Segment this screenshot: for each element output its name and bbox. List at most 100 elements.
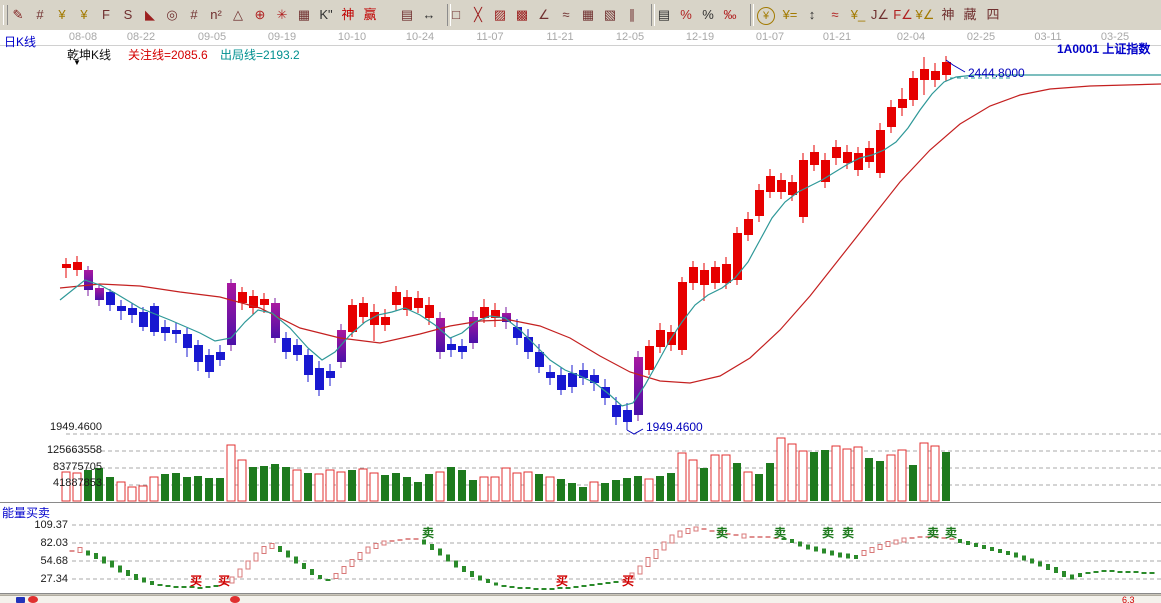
gold-seal-icon-2[interactable]: ¥ — [80, 7, 88, 22]
hook-tool-icon[interactable]: S — [123, 7, 133, 22]
money-flow-icon[interactable]: ↕ — [808, 7, 816, 22]
energy-candle-down — [126, 570, 130, 576]
angle-lines-icon[interactable]: ∠ — [538, 7, 550, 22]
date-label: 09-19 — [267, 31, 297, 43]
date-label: 02-04 — [896, 31, 926, 43]
triangle-ruler-icon[interactable]: △ — [233, 7, 243, 22]
pen-tool-icon[interactable]: ✎ — [12, 7, 24, 22]
energy-dash — [1101, 570, 1107, 572]
shaded-box-icon-2[interactable]: ▩ — [515, 7, 529, 22]
toolbar-grip[interactable] — [3, 5, 8, 25]
energy-candle-up — [373, 543, 379, 549]
candle-body — [205, 355, 214, 372]
axe-tool-icon[interactable]: ◣ — [145, 7, 155, 22]
annotation-pointer-line — [626, 428, 644, 435]
energy-candle-up — [861, 550, 867, 556]
energy-dash — [925, 536, 931, 538]
n-squared-icon[interactable]: n² — [210, 7, 222, 22]
period-label[interactable]: 日K线 — [4, 35, 37, 49]
energy-candle-down — [438, 548, 442, 556]
volume-bar — [743, 471, 753, 502]
crosshair-icon[interactable]: ⊕ — [254, 7, 266, 22]
shen-icon[interactable]: 神 — [341, 7, 355, 22]
gold-angle-icon[interactable]: ¥∠ — [915, 7, 935, 22]
energy-candle-up — [253, 552, 259, 562]
abacus-icon[interactable]: ▤ — [400, 7, 414, 22]
k-quote-icon[interactable]: K" — [319, 7, 333, 22]
win-icon[interactable]: 赢 — [363, 7, 377, 22]
candle-body — [832, 147, 841, 158]
toolbar-separator — [651, 4, 655, 26]
f-angle-icon[interactable]: F∠ — [893, 7, 913, 22]
volume-bar — [634, 476, 642, 501]
panel-red-dot-icon-1[interactable] — [28, 596, 38, 603]
starburst-icon[interactable]: ✳ — [276, 7, 288, 22]
volume-bar — [930, 445, 940, 502]
energy-dash — [749, 536, 755, 538]
volume-bar — [942, 452, 950, 501]
grid-tool-icon[interactable]: # — [36, 7, 44, 22]
gold-lines-icon[interactable]: ¥= — [782, 7, 798, 22]
energy-dash — [213, 585, 219, 587]
permille-icon[interactable]: ‰ — [723, 7, 737, 22]
energy-candle-up — [885, 541, 891, 547]
indicator-panel-title[interactable]: 能量买卖 — [2, 506, 51, 520]
overlay-indicator-label[interactable]: 乾坤K线 — [67, 48, 112, 62]
energy-candle-down — [454, 560, 458, 568]
web-grid-icon[interactable]: ▦ — [297, 7, 311, 22]
candle-body — [942, 62, 951, 75]
dropdown-arrow-icon[interactable]: ▼ — [73, 58, 81, 67]
gold-base-icon[interactable]: ¥_ — [850, 7, 866, 22]
f-flag-tool-icon[interactable]: F — [102, 7, 110, 22]
energy-dash — [509, 586, 515, 588]
candle-body — [304, 355, 313, 375]
gold-seal-icon-1[interactable]: ¥ — [58, 7, 66, 22]
next-panel-partial-row: 6.3 — [0, 595, 1161, 603]
wave-band-icon[interactable]: ≈ — [831, 7, 839, 22]
energy-candle-down — [822, 548, 826, 554]
volume-bar — [612, 480, 620, 501]
ray-lines-icon[interactable]: ╳ — [474, 7, 482, 22]
percent-flag-icon[interactable]: % — [680, 7, 692, 22]
energy-dash — [1133, 571, 1139, 573]
candle-body — [293, 345, 302, 355]
grid-box-icon-1[interactable]: ▦ — [581, 7, 595, 22]
volume-bar — [579, 487, 587, 501]
energy-candle-down — [422, 539, 426, 545]
energy-candle-down — [94, 553, 98, 559]
volume-bar — [61, 471, 71, 502]
ledger-icon[interactable]: ▤ — [657, 7, 671, 22]
rings-tool-icon[interactable]: ◎ — [166, 7, 178, 22]
candle-body — [381, 317, 390, 325]
panel-blue-icon[interactable] — [16, 597, 25, 603]
j-angle-icon[interactable]: J∠ — [870, 7, 890, 22]
date-label: 11-07 — [476, 31, 504, 43]
volume-bar — [458, 470, 466, 501]
energy-dash — [573, 586, 579, 588]
price-high-annotation: 2444.8000 — [968, 66, 1025, 80]
comb-grid-icon[interactable]: # — [190, 7, 198, 22]
candle-body — [194, 345, 203, 362]
shaded-box-icon-1[interactable]: ▨ — [493, 7, 507, 22]
volume-bar — [194, 476, 202, 501]
panel-red-dot-icon-2[interactable] — [230, 596, 240, 603]
energy-candle-down — [1062, 571, 1066, 577]
width-arrows-icon[interactable]: ↔ — [422, 7, 436, 22]
volume-bar — [512, 472, 522, 502]
volume-bar — [348, 470, 356, 501]
wave-lines-icon[interactable]: ≈ — [562, 7, 570, 22]
percent-icon[interactable]: % — [702, 7, 714, 22]
energy-candle-up — [645, 557, 651, 567]
volume-bar — [710, 454, 720, 502]
energy-candle-down — [806, 544, 810, 550]
date-label: 10-10 — [337, 31, 367, 43]
energy-dash — [181, 586, 187, 588]
energy-candle-down — [1014, 552, 1018, 558]
candle-body — [909, 78, 918, 100]
gold-coin-icon[interactable]: ¥ — [757, 7, 775, 25]
parallel-lines-icon[interactable]: ∥ — [628, 7, 636, 22]
frame-tool-icon[interactable]: □ — [452, 7, 460, 22]
toolbar-separator — [447, 4, 451, 26]
grid-box-icon-2[interactable]: ▧ — [603, 7, 617, 22]
